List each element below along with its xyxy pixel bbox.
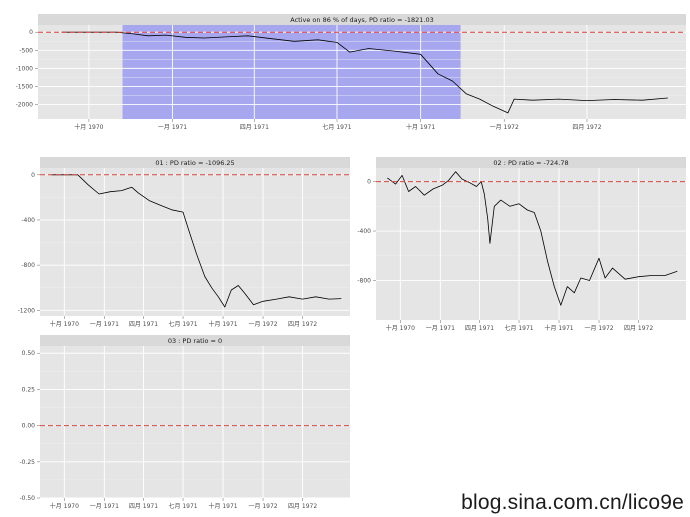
series-line [51,174,342,308]
x-tick-label: 四月 1972 [288,321,317,328]
x-tick-label: 十月 1971 [208,502,237,510]
y-tick-label: -800 [357,277,371,284]
x-tick-label: 十月 1971 [544,324,573,332]
plot-background [376,168,686,320]
x-tick-label: 十月 1970 [50,502,79,510]
y-tick-label: 0.00 [22,423,36,430]
facet-strip [40,157,350,168]
chart-panel-02: 02 : PD ratio = -724.78 0 -400 -800 十月 1970 一… [357,157,686,332]
x-tick-label: 十月 1970 [74,123,103,131]
y-tick-label: -400 [357,228,371,235]
x-tick-label: 七月 1971 [322,123,351,131]
y-tick-label: -0.50 [19,495,35,502]
facet-strip [376,157,686,168]
x-tick-label: 七月 1971 [168,502,197,510]
x-tick-label: 一月 1971 [426,325,455,332]
series-line [61,31,668,114]
y-tick-label: -800 [21,262,35,269]
x-tick-label: 四月 1971 [129,503,158,510]
y-tick-label: 0.50 [22,350,36,357]
y-tick-label: 0.25 [22,386,36,393]
y-tick-label: -1000 [16,65,34,72]
chart-title: Active on 86 % of days, PD ratio = -1821… [290,16,434,24]
x-tick-label: 四月 1971 [465,325,494,332]
x-tick-label: 十月 1971 [208,320,237,328]
y-tick-label: -400 [21,217,35,224]
x-tick-label: 一月 1971 [90,503,119,510]
facet-strip [40,335,350,346]
y-tick-label: -500 [19,47,33,54]
x-tick-label: 四月 1972 [624,325,653,332]
chart-title: 02 : PD ratio = -724.78 [493,159,568,167]
x-tick-label: 四月 1971 [240,124,269,131]
chart-panel-03: 03 : PD ratio = 0 0.50 0.25 0.00 -0.25 -0.50 十… [19,335,350,510]
x-tick-label: 十月 1970 [386,324,415,332]
chart-title: 01 : PD ratio = -1096.25 [155,159,234,167]
plot-background [40,168,350,316]
series-line [387,171,678,306]
chart-panel-portfolio: Active on 86 % of days, PD ratio = -1821… [16,14,686,131]
x-tick-label: 十月 1970 [50,320,79,328]
x-tick-label: 一月 1972 [248,321,277,328]
x-tick-label: 一月 1972 [584,325,613,332]
watermark-text: blog.sina.com.cn/lico9e [461,491,684,514]
x-tick-label: 一月 1972 [490,124,519,131]
x-tick-label: 七月 1971 [504,324,533,332]
x-tick-label: 一月 1971 [158,124,187,131]
y-tick-label: 0 [29,29,33,36]
x-tick-label: 四月 1972 [572,124,601,131]
x-tick-label: 十月 1971 [406,123,435,131]
chart-panel-01: 01 : PD ratio = -1096.25 0 -400 -800 -1200 十月… [18,157,350,328]
x-tick-label: 四月 1972 [288,503,317,510]
y-tick-label: -2000 [16,102,34,109]
y-tick-label: -1200 [18,307,36,314]
x-tick-label: 四月 1971 [129,321,158,328]
x-tick-label: 一月 1972 [248,503,277,510]
y-tick-label: -0.25 [19,459,35,466]
x-tick-label: 一月 1971 [90,321,119,328]
y-tick-label: -1500 [16,83,34,90]
y-tick-label: 0 [367,179,371,186]
chart-title: 03 : PD ratio = 0 [168,337,222,345]
x-tick-label: 七月 1971 [168,320,197,328]
plot-background [40,346,350,498]
y-tick-label: 0 [31,172,35,179]
facet-strip [38,14,686,25]
